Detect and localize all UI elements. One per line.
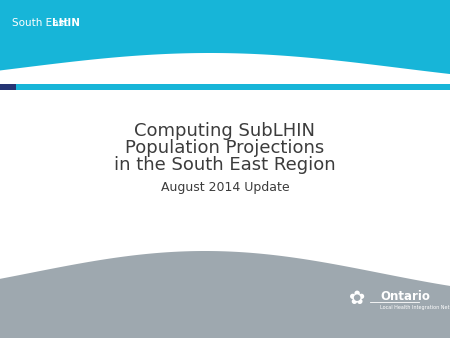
Text: Local Health Integration Network: Local Health Integration Network [380, 306, 450, 311]
Polygon shape [0, 251, 450, 338]
Text: in the South East Region: in the South East Region [114, 156, 336, 174]
Polygon shape [0, 53, 450, 80]
Bar [16, 84, 450, 90]
Text: Population Projections: Population Projections [126, 139, 324, 157]
Text: ✿: ✿ [349, 289, 365, 308]
Text: South East: South East [12, 18, 72, 28]
Text: LHIN: LHIN [52, 18, 80, 28]
Text: Computing SubLHIN: Computing SubLHIN [135, 122, 315, 140]
Text: Ontario: Ontario [380, 290, 430, 303]
Text: August 2014 Update: August 2014 Update [161, 180, 289, 193]
Bar [0, 84, 16, 90]
Bar [0, 0, 450, 80]
